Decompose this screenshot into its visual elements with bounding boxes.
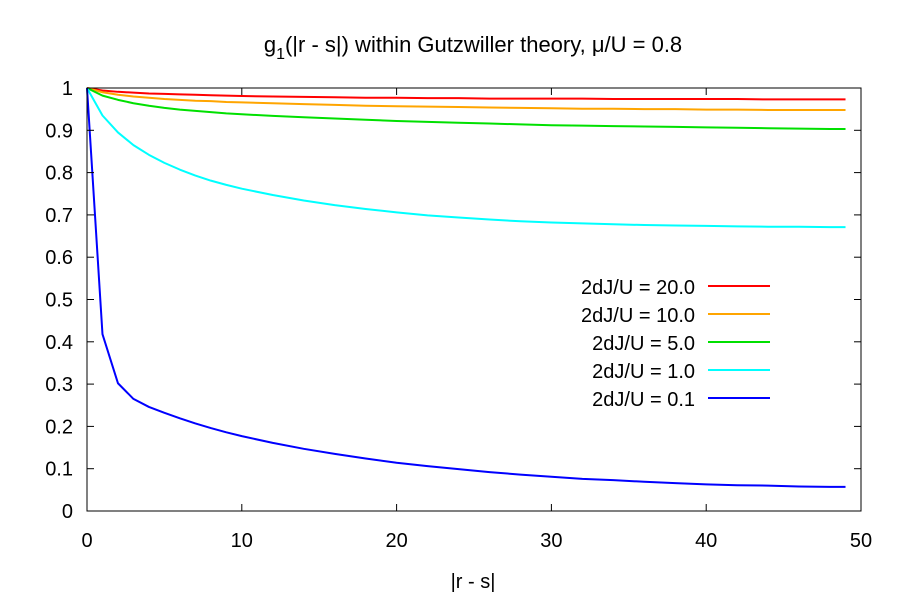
y-tick-label: 0.8 bbox=[45, 163, 73, 185]
series-lines bbox=[86, 87, 846, 488]
x-tick-label: 40 bbox=[695, 530, 717, 552]
x-tick-label: 20 bbox=[385, 530, 407, 552]
legend-label-4: 2dJ/U = 0.1 bbox=[592, 389, 695, 411]
legend-label-3: 2dJ/U = 1.0 bbox=[592, 361, 695, 383]
y-tick-label: 1 bbox=[62, 78, 73, 100]
series-line-0 bbox=[86, 87, 846, 101]
x-tick-label: 50 bbox=[850, 530, 872, 552]
legend-label-2: 2dJ/U = 5.0 bbox=[592, 333, 695, 355]
y-tick-label: 0.4 bbox=[45, 332, 73, 354]
series-line-4 bbox=[86, 87, 846, 488]
y-tick-label: 0.1 bbox=[45, 459, 73, 481]
y-tick-label: 0 bbox=[62, 501, 73, 523]
y-tick-label: 0.3 bbox=[45, 374, 73, 396]
legend: 2dJ/U = 20.0 2dJ/U = 10.0 2dJ/U = 5.0 2dJ/U… bbox=[581, 277, 770, 411]
y-tick-label: 0.5 bbox=[45, 290, 73, 312]
series-line-3 bbox=[86, 87, 846, 229]
chart-title-suffix: (|r - s|) within Gutzwiller theory, μ/U … bbox=[285, 32, 682, 57]
y-tick-label: 0.7 bbox=[45, 205, 73, 227]
y-tick-labels: 0 0.1 0.2 0.3 0.4 0.5 0.6 0.7 0.8 0.9 1 bbox=[45, 78, 73, 523]
x-tick-label: 0 bbox=[81, 530, 92, 552]
y-tick-label: 0.2 bbox=[45, 416, 73, 438]
chart-title-prefix: g bbox=[264, 32, 276, 57]
x-axis-label: |r - s| bbox=[451, 571, 496, 593]
chart-title-subscript: 1 bbox=[276, 46, 285, 63]
plot-frame bbox=[86, 87, 862, 512]
chart-title: g1(|r - s|) within Gutzwiller theory, μ/… bbox=[264, 32, 682, 63]
series-line-2 bbox=[86, 87, 846, 131]
x-tick-label: 30 bbox=[540, 530, 562, 552]
legend-label-1: 2dJ/U = 10.0 bbox=[581, 305, 695, 327]
y-tick-label: 0.6 bbox=[45, 247, 73, 269]
legend-label-0: 2dJ/U = 20.0 bbox=[581, 277, 695, 299]
series-line-1 bbox=[86, 87, 846, 111]
x-tick-labels: 0 10 20 30 40 50 bbox=[81, 530, 872, 552]
y-tick-label: 0.9 bbox=[45, 120, 73, 142]
x-tick-label: 10 bbox=[231, 530, 253, 552]
